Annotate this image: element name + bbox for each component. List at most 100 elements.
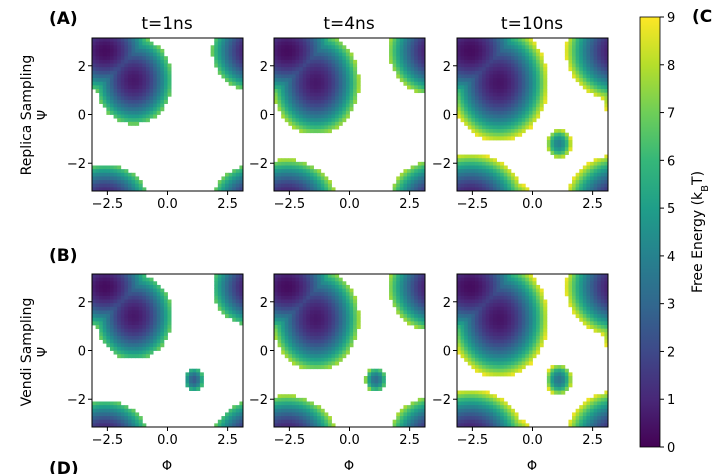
heatmap-cell [313, 365, 318, 370]
heatmap-cell [131, 310, 136, 315]
heatmap-cell [313, 176, 318, 181]
heatmap-cell [467, 125, 472, 130]
heatmap-cell [306, 89, 311, 94]
heatmap-cell [485, 328, 490, 333]
heatmap-cell [317, 169, 322, 174]
heatmap-cell [503, 328, 508, 333]
heatmap-cell [232, 59, 237, 64]
heatmap-cell [138, 350, 143, 355]
heatmap-cell [586, 89, 591, 94]
heatmap-cell [217, 70, 222, 75]
heatmap-cell [313, 306, 318, 311]
heatmap-cell [327, 317, 332, 322]
heatmap-cell [417, 89, 422, 94]
heatmap-cell [421, 306, 426, 311]
heatmap-cell [274, 299, 278, 304]
heatmap-cell [489, 52, 494, 57]
heatmap-cell [478, 78, 483, 83]
heatmap-cell [532, 85, 537, 90]
heatmap-cell [302, 274, 307, 279]
heatmap-cell [371, 372, 376, 377]
heatmap-cell [485, 325, 490, 330]
heatmap-cell [277, 103, 282, 108]
heatmap-cell [127, 176, 132, 181]
heatmap-cell [396, 183, 401, 188]
heatmap-cell [464, 103, 469, 108]
heatmap-cell [536, 48, 541, 53]
heatmap-cell [320, 423, 325, 428]
heatmap-cell [532, 288, 537, 293]
heatmap-cell [496, 295, 501, 300]
heatmap-cell [482, 74, 487, 79]
heatmap-cell [586, 52, 591, 57]
heatmap-cell [482, 169, 487, 174]
heatmap-cell [291, 89, 296, 94]
heatmap-cell [274, 89, 278, 94]
heatmap-cell [407, 295, 412, 300]
heatmap-cell [489, 63, 494, 68]
heatmap-cell [153, 306, 158, 311]
heatmap-cell [106, 306, 111, 311]
heatmap-cell [324, 365, 329, 370]
heatmap-cell [306, 416, 311, 421]
heatmap-cell [327, 45, 332, 50]
heatmap-cell [381, 379, 386, 384]
heatmap-cell [561, 147, 566, 152]
heatmap-cell [102, 187, 107, 192]
heatmap-cell [460, 52, 465, 57]
heatmap-cell [313, 172, 318, 177]
heatmap-cell [302, 303, 307, 308]
heatmap-cell [536, 295, 541, 300]
heatmap-cell [492, 121, 497, 126]
heatmap-cell [281, 401, 286, 406]
heatmap-cell [295, 118, 300, 123]
heatmap-cell [403, 412, 408, 417]
heatmap-cell [399, 48, 404, 53]
heatmap-cell [299, 405, 304, 410]
heatmap-cell [149, 303, 154, 308]
heatmap-cell [464, 346, 469, 351]
heatmap-cell [320, 365, 325, 370]
heatmap-cell [460, 332, 465, 337]
heatmap-cell [277, 180, 282, 185]
heatmap-cell [153, 92, 158, 97]
heatmap-cell [485, 56, 490, 61]
heatmap-cell [320, 118, 325, 123]
heatmap-cell [564, 284, 569, 289]
heatmap-cell [120, 92, 125, 97]
heatmap-panel-3: −2.5 0.0 2.520−2 [432, 37, 609, 212]
heatmap-cell [471, 89, 476, 94]
heatmap-cell [403, 405, 408, 410]
heatmap-cell [284, 81, 289, 86]
heatmap-cell [349, 314, 354, 319]
heatmap-cell [457, 89, 461, 94]
heatmap-cell [342, 74, 347, 79]
heatmap-cell [295, 346, 300, 351]
heatmap-cell [557, 140, 562, 145]
heatmap-cell [306, 401, 311, 406]
heatmap-cell [153, 110, 158, 115]
heatmap-cell [117, 412, 122, 417]
heatmap-cell [521, 125, 526, 130]
heatmap-cell [324, 85, 329, 90]
heatmap-cell [396, 63, 401, 68]
heatmap-cell [306, 165, 311, 170]
heatmap-cell [474, 107, 479, 112]
heatmap-cell [396, 56, 401, 61]
heatmap-cell [342, 288, 347, 293]
heatmap-cell [492, 357, 497, 362]
heatmap-cell [327, 354, 332, 359]
heatmap-cell [528, 325, 533, 330]
heatmap-cell [235, 183, 240, 188]
heatmap-cell [518, 339, 523, 344]
heatmap-cell [295, 180, 300, 185]
heatmap-cell [324, 339, 329, 344]
heatmap-cell [99, 328, 104, 333]
heatmap-cell [417, 277, 422, 282]
heatmap-cell [536, 284, 541, 289]
heatmap-cell [214, 59, 219, 64]
heatmap-cell [160, 343, 165, 348]
heatmap-cell [482, 317, 487, 322]
heatmap-cell [525, 78, 530, 83]
